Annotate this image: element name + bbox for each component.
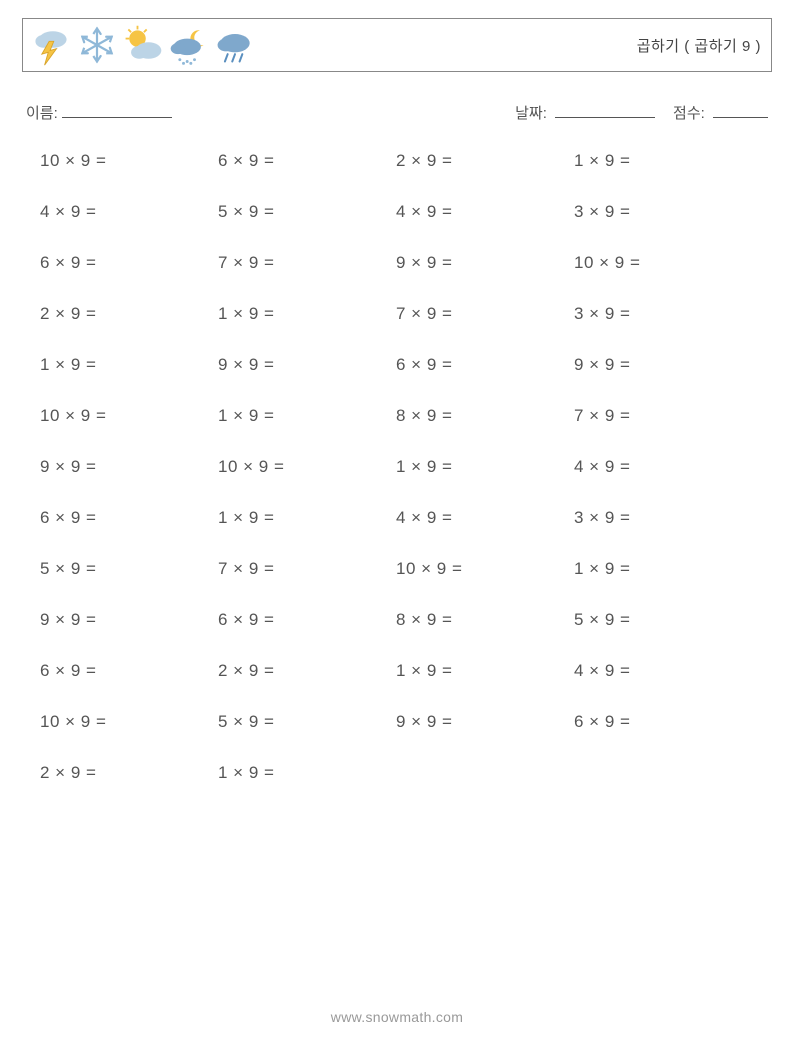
problem-cell: 8 × 9 =	[396, 406, 574, 426]
problem-cell	[574, 763, 752, 783]
problem-cell: 10 × 9 =	[40, 151, 218, 171]
problem-cell: 1 × 9 =	[574, 559, 752, 579]
problem-row: 5 × 9 =7 × 9 =10 × 9 =1 × 9 =	[40, 559, 772, 579]
problem-cell: 4 × 9 =	[574, 457, 752, 477]
problem-cell: 10 × 9 =	[40, 406, 218, 426]
problem-cell: 5 × 9 =	[218, 712, 396, 732]
problem-row: 9 × 9 =6 × 9 =8 × 9 =5 × 9 =	[40, 610, 772, 630]
problem-cell: 2 × 9 =	[40, 304, 218, 324]
problem-row: 6 × 9 =2 × 9 =1 × 9 =4 × 9 =	[40, 661, 772, 681]
problem-cell: 6 × 9 =	[574, 712, 752, 732]
problem-row: 10 × 9 =5 × 9 =9 × 9 =6 × 9 =	[40, 712, 772, 732]
problem-cell: 6 × 9 =	[218, 610, 396, 630]
date-blank[interactable]	[555, 102, 655, 118]
problem-row: 9 × 9 =10 × 9 =1 × 9 =4 × 9 =	[40, 457, 772, 477]
problem-cell: 6 × 9 =	[40, 508, 218, 528]
name-field: 이름:	[26, 102, 172, 123]
meta-row: 이름: 날짜: 점수:	[22, 102, 772, 123]
score-field: 점수:	[673, 102, 768, 123]
problem-cell: 10 × 9 =	[396, 559, 574, 579]
moon-cloud-snow-icon	[167, 23, 211, 67]
worksheet-page: 곱하기 ( 곱하기 9 ) 이름: 날짜: 점수: 10 × 9 =6 × 9 …	[0, 0, 794, 1053]
problem-cell: 9 × 9 =	[574, 355, 752, 375]
problem-cell: 1 × 9 =	[396, 661, 574, 681]
problem-cell: 10 × 9 =	[574, 253, 752, 273]
problem-cell: 9 × 9 =	[40, 457, 218, 477]
weather-icons-row	[29, 23, 257, 67]
problem-cell: 2 × 9 =	[40, 763, 218, 783]
problem-cell: 3 × 9 =	[574, 304, 752, 324]
problem-cell: 5 × 9 =	[40, 559, 218, 579]
footer-url: www.snowmath.com	[0, 1009, 794, 1025]
problem-cell: 7 × 9 =	[218, 559, 396, 579]
problem-row: 4 × 9 =5 × 9 =4 × 9 =3 × 9 =	[40, 202, 772, 222]
problem-row: 6 × 9 =7 × 9 =9 × 9 =10 × 9 =	[40, 253, 772, 273]
sun-cloud-icon	[121, 23, 165, 67]
problem-cell: 6 × 9 =	[40, 253, 218, 273]
lightning-icon	[29, 23, 73, 67]
date-field: 날짜:	[515, 102, 655, 123]
problem-cell: 3 × 9 =	[574, 508, 752, 528]
problem-cell: 8 × 9 =	[396, 610, 574, 630]
worksheet-title: 곱하기 ( 곱하기 9 )	[637, 35, 761, 56]
problem-cell	[396, 763, 574, 783]
problem-cell: 1 × 9 =	[40, 355, 218, 375]
problem-cell: 7 × 9 =	[396, 304, 574, 324]
snowflake-icon	[75, 23, 119, 67]
problem-cell: 1 × 9 =	[218, 406, 396, 426]
header-box: 곱하기 ( 곱하기 9 )	[22, 18, 772, 72]
problem-row: 1 × 9 =9 × 9 =6 × 9 =9 × 9 =	[40, 355, 772, 375]
problem-cell: 4 × 9 =	[574, 661, 752, 681]
problem-cell: 2 × 9 =	[218, 661, 396, 681]
rain-cloud-icon	[213, 23, 257, 67]
problem-cell: 1 × 9 =	[218, 508, 396, 528]
problem-cell: 5 × 9 =	[218, 202, 396, 222]
problem-cell: 9 × 9 =	[396, 253, 574, 273]
problem-cell: 4 × 9 =	[396, 508, 574, 528]
problem-cell: 3 × 9 =	[574, 202, 752, 222]
problems-grid: 10 × 9 =6 × 9 =2 × 9 =1 × 9 =4 × 9 =5 × …	[22, 151, 772, 783]
score-blank[interactable]	[713, 102, 768, 118]
problem-row: 2 × 9 =1 × 9 =7 × 9 =3 × 9 =	[40, 304, 772, 324]
problem-row: 6 × 9 =1 × 9 =4 × 9 =3 × 9 =	[40, 508, 772, 528]
problem-cell: 6 × 9 =	[218, 151, 396, 171]
problem-cell: 7 × 9 =	[218, 253, 396, 273]
problem-row: 10 × 9 =6 × 9 =2 × 9 =1 × 9 =	[40, 151, 772, 171]
problem-cell: 1 × 9 =	[218, 763, 396, 783]
problem-row: 10 × 9 =1 × 9 =8 × 9 =7 × 9 =	[40, 406, 772, 426]
problem-cell: 6 × 9 =	[396, 355, 574, 375]
problem-cell: 7 × 9 =	[574, 406, 752, 426]
problem-cell: 5 × 9 =	[574, 610, 752, 630]
problem-cell: 9 × 9 =	[40, 610, 218, 630]
problem-cell: 9 × 9 =	[396, 712, 574, 732]
problem-cell: 1 × 9 =	[218, 304, 396, 324]
problem-row: 2 × 9 =1 × 9 =	[40, 763, 772, 783]
problem-cell: 9 × 9 =	[218, 355, 396, 375]
problem-cell: 1 × 9 =	[396, 457, 574, 477]
date-label: 날짜:	[515, 105, 547, 122]
problem-cell: 1 × 9 =	[574, 151, 752, 171]
problem-cell: 6 × 9 =	[40, 661, 218, 681]
score-label: 점수:	[673, 105, 705, 122]
name-label: 이름:	[26, 102, 58, 123]
problem-cell: 4 × 9 =	[40, 202, 218, 222]
problem-cell: 2 × 9 =	[396, 151, 574, 171]
problem-cell: 4 × 9 =	[396, 202, 574, 222]
problem-cell: 10 × 9 =	[40, 712, 218, 732]
name-blank[interactable]	[62, 102, 172, 118]
problem-cell: 10 × 9 =	[218, 457, 396, 477]
